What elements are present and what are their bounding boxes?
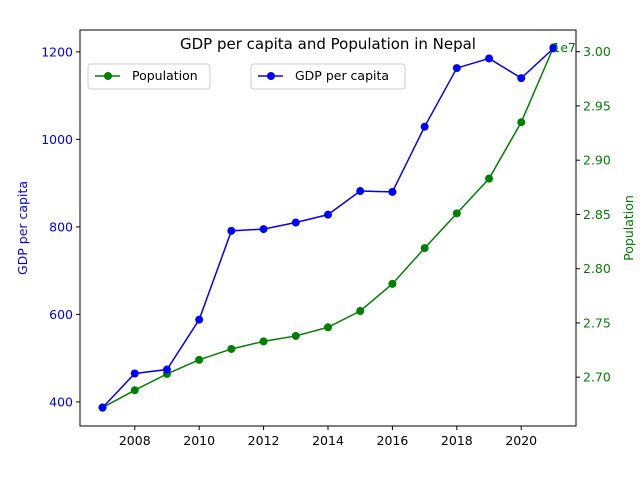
series-line-gdp-per-capita [102, 47, 554, 409]
legend-gdp-label: GDP per capita [295, 68, 389, 83]
x-tick-label: 2016 [377, 433, 409, 448]
x-tick-label: 2018 [441, 433, 473, 448]
y-right-tick-label: 2.90 [583, 153, 611, 168]
series-point-population [452, 209, 461, 218]
x-tick-label: 2010 [183, 433, 215, 448]
series-point-gdp-per-capita [452, 64, 461, 73]
series-point-gdp-per-capita [324, 210, 332, 219]
series-point-population [259, 337, 268, 346]
x-axis: 2008 2010 2012 2014 2016 2018 2020 [119, 426, 537, 448]
series-line-population [102, 47, 555, 409]
series-point-gdp-per-capita [162, 365, 171, 374]
y-right-tick-label: 2.85 [583, 207, 611, 222]
y-axis-right: 2.70 2.75 2.80 2.85 2.90 2.95 3.00 [576, 44, 611, 385]
series-point-gdp-per-capita [291, 218, 300, 227]
y-axis-left: 400 600 800 1000 1200 [41, 44, 80, 409]
legend-population-label: Population [132, 68, 198, 83]
x-tick-label: 2020 [505, 433, 537, 448]
legend-gdp-marker [267, 72, 275, 80]
plot-area [98, 43, 558, 412]
series-point-gdp-per-capita [549, 44, 558, 53]
legend-gdp: GDP per capita [250, 63, 406, 90]
legend-gdp-box [250, 63, 406, 90]
series-point-population [195, 355, 204, 364]
y-right-tick-label: 3.00 [583, 44, 611, 59]
y-left-tick-label: 400 [49, 394, 73, 409]
series-point-population [356, 307, 365, 315]
series-point-population [291, 331, 300, 340]
series-point-gdp-per-capita [517, 74, 526, 83]
y-left-tick-label: 600 [49, 307, 73, 322]
y-right-multiplier: 1e7 [552, 40, 576, 55]
series-point-gdp-per-capita [485, 54, 494, 63]
series-point-population [420, 244, 429, 253]
series-point-gdp-per-capita [130, 369, 139, 378]
y-left-tick-label: 800 [49, 219, 73, 234]
y-right-tick-label: 2.95 [583, 98, 611, 113]
series-point-gdp-per-capita [388, 187, 397, 196]
chart-title: GDP per capita and Population in Nepal [180, 35, 476, 53]
series-point-gdp-per-capita [227, 226, 236, 235]
legend-population-box [87, 63, 211, 90]
series-point-gdp-per-capita [259, 225, 268, 234]
y-left-tick-label: 1000 [41, 132, 73, 147]
x-tick-label: 2012 [248, 433, 280, 448]
legend-population-marker [104, 72, 112, 80]
series-point-gdp-per-capita [420, 122, 429, 131]
series-point-gdp-per-capita [98, 403, 107, 412]
series-point-population [517, 118, 526, 127]
y-right-tick-label: 2.70 [583, 370, 611, 385]
legend-population: Population [87, 63, 211, 90]
x-tick-label: 2014 [312, 433, 344, 448]
y-left-tick-label: 1200 [41, 44, 73, 59]
series-point-gdp-per-capita [356, 187, 365, 196]
series-point-population [130, 386, 139, 395]
y-right-label: Population [621, 195, 636, 261]
series-point-population [388, 279, 397, 288]
series-point-population [485, 174, 494, 183]
series-point-gdp-per-capita [195, 315, 204, 324]
series-point-population [324, 323, 332, 332]
y-right-tick-label: 2.75 [583, 315, 611, 330]
series-point-population [227, 344, 236, 353]
y-left-label: GDP per capita [15, 181, 30, 275]
y-right-tick-label: 2.80 [583, 261, 611, 276]
x-tick-label: 2008 [119, 433, 151, 448]
